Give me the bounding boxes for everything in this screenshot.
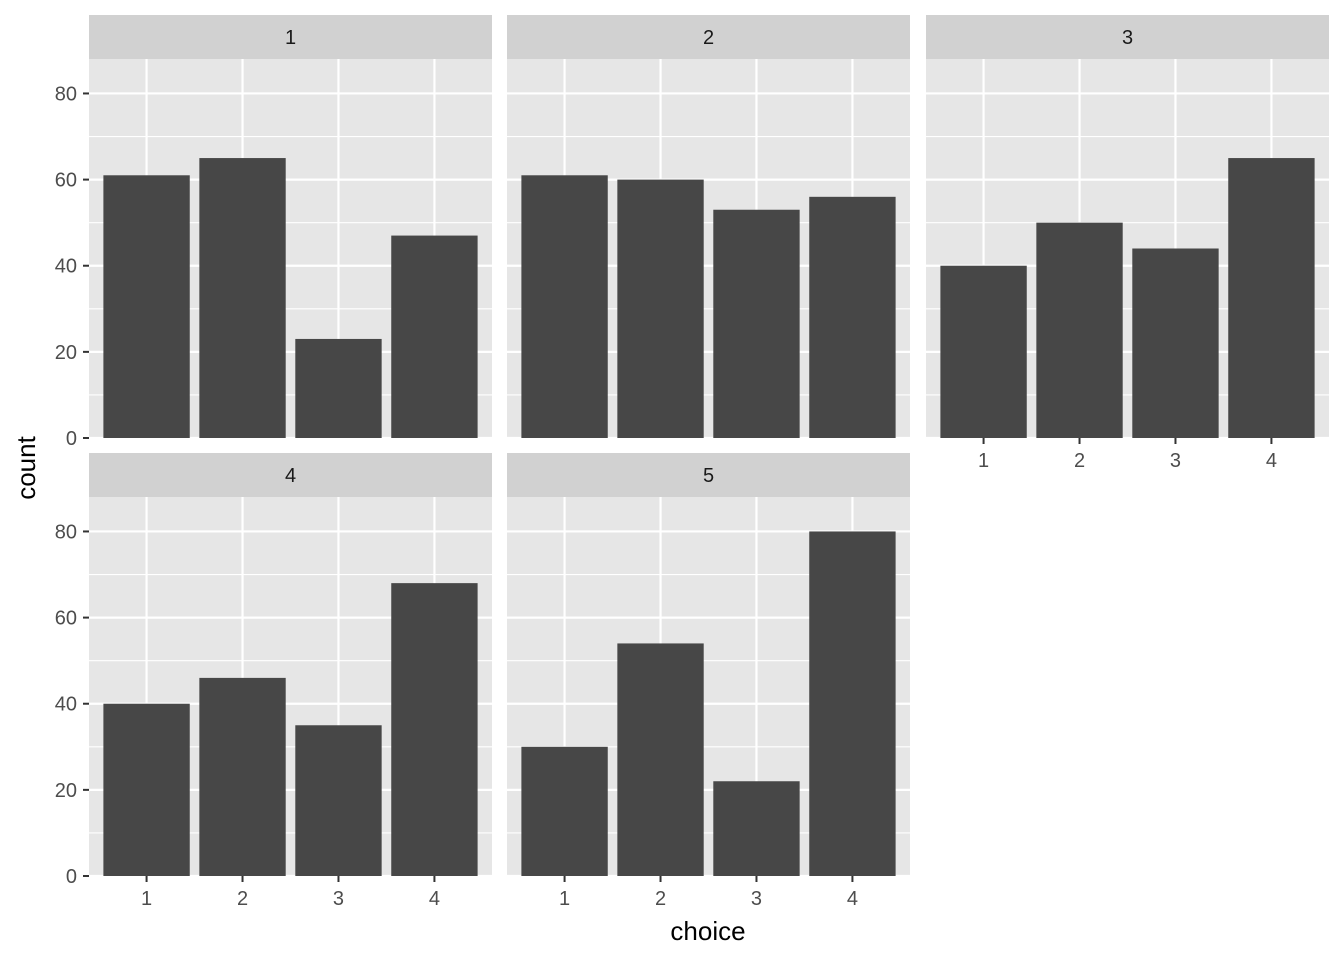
x-tick-label: 2 bbox=[237, 888, 248, 910]
x-tick-label: 4 bbox=[429, 888, 440, 910]
y-tick-label: 60 bbox=[55, 170, 77, 192]
facet-strip bbox=[89, 453, 492, 497]
bar-facet-5-choice-1 bbox=[521, 746, 608, 876]
bar-facet-3-choice-1 bbox=[940, 265, 1027, 438]
bar-facet-4-choice-1 bbox=[103, 703, 190, 876]
facet-strip-label: 4 bbox=[285, 465, 296, 487]
bar-facet-4-choice-2 bbox=[199, 677, 286, 876]
y-tick-label: 0 bbox=[66, 866, 77, 888]
x-axis-title: choice bbox=[670, 916, 745, 946]
bar-facet-3-choice-4 bbox=[1228, 158, 1315, 438]
x-tick-label: 1 bbox=[559, 888, 570, 910]
bar-facet-5-choice-3 bbox=[713, 781, 800, 876]
x-tick-label: 1 bbox=[141, 888, 152, 910]
bar-facet-1-choice-4 bbox=[391, 235, 478, 438]
y-tick-label: 0 bbox=[66, 428, 77, 450]
y-tick-label: 60 bbox=[55, 608, 77, 630]
y-tick-label: 40 bbox=[55, 694, 77, 716]
bar-facet-4-choice-3 bbox=[295, 725, 382, 876]
facet-strip-label: 5 bbox=[703, 465, 714, 487]
y-tick-label: 80 bbox=[55, 521, 77, 543]
x-tick-label: 1 bbox=[978, 450, 989, 472]
x-tick-label: 3 bbox=[1170, 450, 1181, 472]
facet-panel-2: 2 bbox=[507, 15, 910, 440]
x-tick-label: 4 bbox=[1266, 450, 1277, 472]
facet-panel-3: 3 1 2 3 4 bbox=[926, 15, 1329, 472]
facet-strip bbox=[926, 15, 1329, 59]
bar-facet-3-choice-2 bbox=[1036, 222, 1123, 438]
x-tick-label: 2 bbox=[655, 888, 666, 910]
facet-strip bbox=[507, 15, 910, 59]
facet-strip bbox=[89, 15, 492, 59]
facet-panel-5: 5 1 2 3 4 bbox=[507, 453, 910, 910]
bar-facet-1-choice-2 bbox=[199, 158, 286, 438]
bar-facet-4-choice-4 bbox=[391, 583, 478, 876]
facet-strip-label: 1 bbox=[285, 27, 296, 49]
x-tick-label: 2 bbox=[1074, 450, 1085, 472]
bar-facet-5-choice-4 bbox=[809, 531, 896, 876]
facet-strip-label: 2 bbox=[703, 27, 714, 49]
facet-panel-1: 1 0 20 40 60 80 bbox=[55, 15, 492, 450]
bar-facet-3-choice-3 bbox=[1132, 248, 1219, 438]
x-tick-label: 3 bbox=[333, 888, 344, 910]
bar-facet-2-choice-3 bbox=[713, 209, 800, 438]
facet-strip bbox=[507, 453, 910, 497]
bar-facet-1-choice-3 bbox=[295, 338, 382, 438]
y-axis-title: count bbox=[11, 435, 41, 499]
y-tick-label: 20 bbox=[55, 342, 77, 364]
facet-strip-label: 3 bbox=[1122, 27, 1133, 49]
x-tick-label: 4 bbox=[847, 888, 858, 910]
x-tick-label: 3 bbox=[751, 888, 762, 910]
bar-facet-5-choice-2 bbox=[617, 643, 704, 876]
bar-facet-1-choice-1 bbox=[103, 175, 190, 438]
bar-facet-2-choice-4 bbox=[809, 196, 896, 438]
bar-facet-2-choice-1 bbox=[521, 175, 608, 438]
y-tick-label: 40 bbox=[55, 256, 77, 278]
y-tick-label: 20 bbox=[55, 780, 77, 802]
bar-facet-2-choice-2 bbox=[617, 179, 704, 438]
y-tick-label: 80 bbox=[55, 83, 77, 105]
